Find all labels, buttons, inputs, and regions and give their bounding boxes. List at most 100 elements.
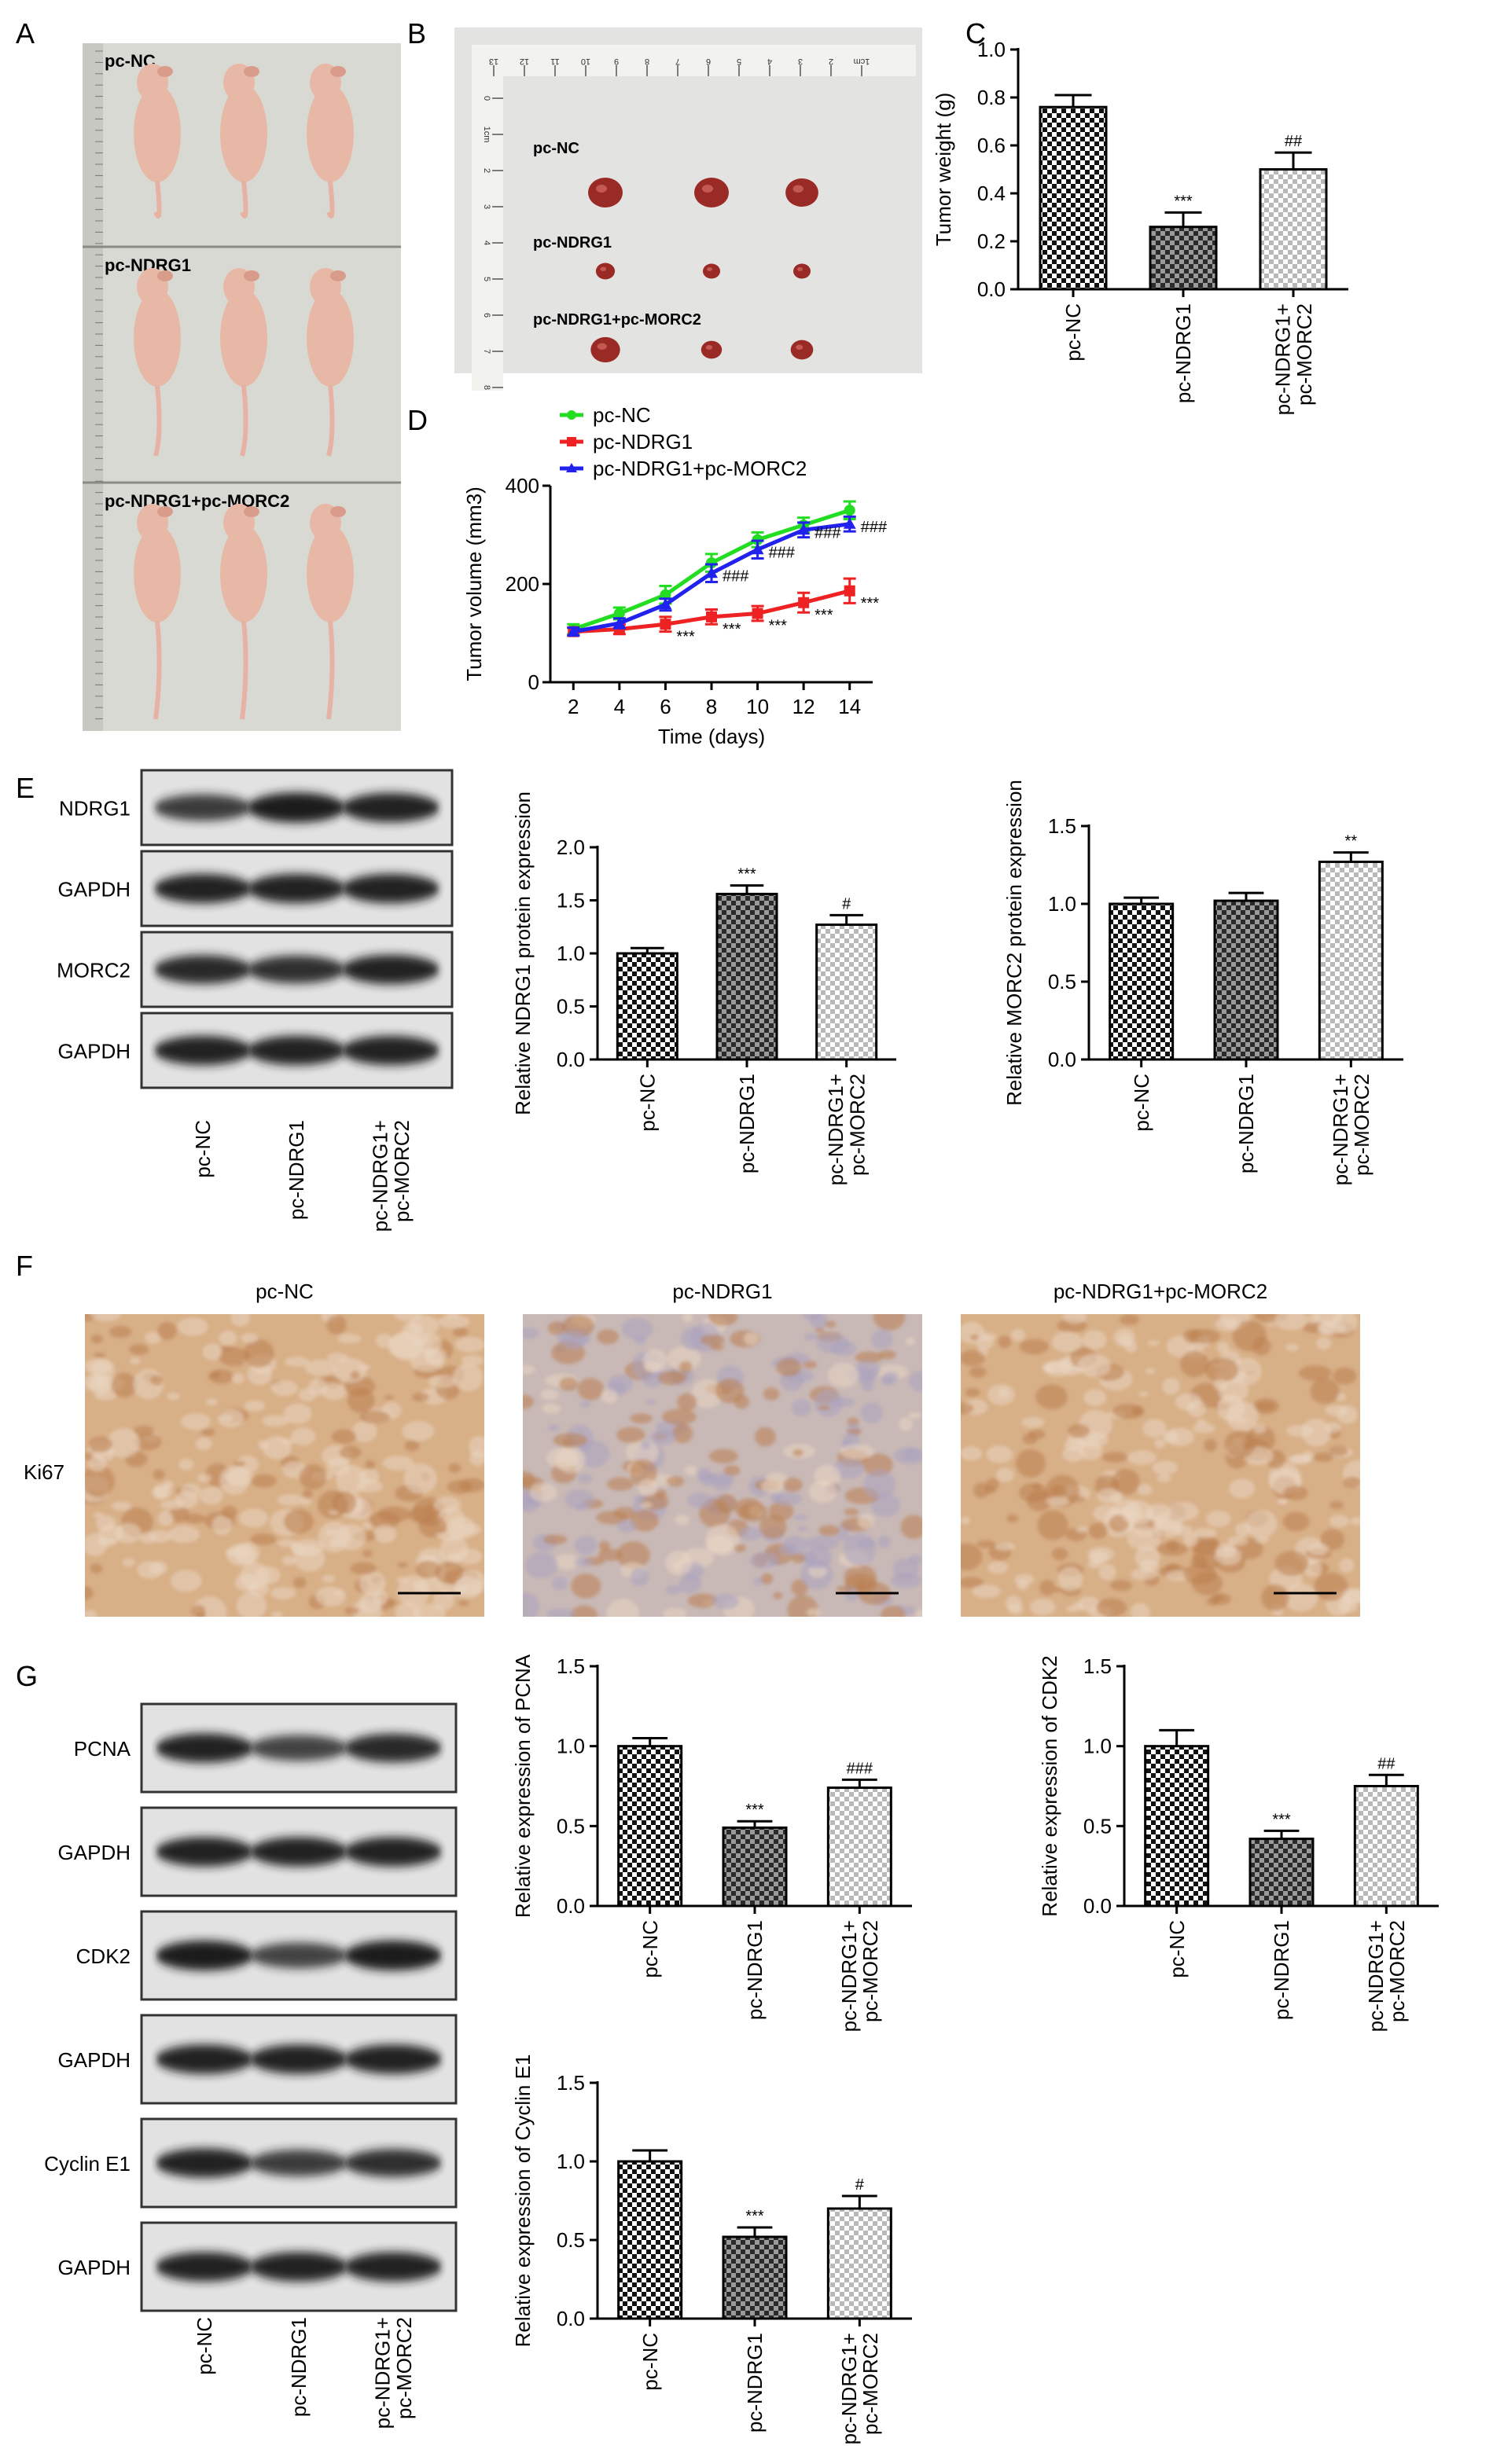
tissue-cell [862,1453,893,1477]
panel-letter-d: D [407,404,428,436]
blot-row-label: NDRG1 [59,797,131,821]
tissue-cell [1051,1331,1083,1353]
tissue-cell [860,1401,884,1424]
tissue-cell [754,1427,776,1447]
tissue-cell [573,1557,594,1567]
tissue-cell [523,1327,539,1339]
tissue-cell [961,1516,970,1525]
significance-label: *** [745,2208,764,2225]
legend-marker [566,463,577,472]
tissue-cell [1130,1603,1150,1617]
tissue-cell [344,1607,359,1615]
tumor [703,263,720,279]
tissue-cell [1079,1438,1102,1460]
bar [722,2235,788,2320]
tissue-cell [1154,1438,1165,1449]
tissue-cell [1050,1485,1067,1499]
tissue-cell [219,1331,237,1346]
tissue-cell [601,1388,618,1404]
blot-band [344,1941,442,1970]
legend-label: pc-NDRG1 [593,430,693,454]
y-tick-label: 0.5 [1083,1814,1112,1838]
tissue-cell [321,1382,347,1401]
tissue-cell [263,1436,292,1460]
tissue-cell [1329,1515,1350,1528]
mouse-body [307,289,354,387]
tissue-cell [1329,1500,1344,1510]
tissue-cell [621,1317,653,1340]
tissue-cell [680,1327,706,1350]
tissue-cell [211,1515,233,1535]
y-axis-label: Relative expression of Cyclin E1 [511,2055,535,2348]
tissue-cell [682,1314,693,1323]
tissue-cell [432,1589,454,1611]
tissue-cell [598,1548,623,1562]
tissue-cell [961,1446,983,1461]
tissue-cell [667,1346,701,1372]
tissue-cell [665,1551,693,1576]
tissue-cell [840,1444,875,1460]
tissue-cell [571,1573,601,1599]
group-label: pc-NDRG1 [533,234,612,252]
tissue-cell [373,1525,397,1544]
tissue-cell [1212,1595,1225,1601]
x-axis-label: Time (days) [658,725,765,748]
tissue-cell [241,1333,259,1343]
tissue-cell [890,1573,922,1588]
x-tick-label: pc-NDRG1+pc-MORC2 [837,2333,882,2444]
tissue-cell [180,1413,211,1430]
tissue-cell [85,1465,115,1497]
blot-row-label: GAPDH [58,1040,131,1063]
tissue-cell [1256,1537,1270,1544]
ruler-label: 8 [645,57,649,66]
tissue-cell [1227,1536,1248,1546]
tissue-cell [160,1500,184,1510]
tissue-cell [461,1355,484,1366]
tissue-cell [300,1497,312,1506]
significance-label: *** [861,595,880,612]
tissue-cell [270,1380,299,1397]
ruler-label: 8 [482,385,491,390]
tissue-cell [961,1350,985,1367]
x-tick-label: pc-NDRG1 [1171,303,1195,403]
tissue-cell [226,1544,256,1566]
blot-band [344,2044,442,2074]
tissue-cell [107,1428,141,1458]
significance-label: *** [769,618,788,635]
blot-band [344,1733,442,1763]
x-tick-label: pc-NDRG1 [743,1920,767,2020]
x-tick-label: 10 [746,695,769,718]
blot-row-label: MORC2 [57,959,131,982]
photo-background [454,28,922,373]
tissue-cell [675,1515,690,1526]
blot-band [154,794,252,821]
mouse-ear [244,66,259,77]
image-title: pc-NDRG1 [672,1280,772,1303]
bar [1039,105,1108,291]
tissue-cell [900,1515,922,1540]
tissue-cell [597,1329,619,1345]
tissue-cell [796,1526,808,1532]
data-point [797,523,811,535]
tissue-cell [277,1494,304,1506]
western-blot-g: PCNA GAPDH CDK2 GAPDH Cyclin E1 GAPDH pc-NC pc-… [44,1702,458,2429]
tissue-cell [705,1535,734,1554]
tissue-cell [723,1465,741,1476]
y-tick-label: 1.0 [557,2150,585,2173]
tissue-cell [109,1325,132,1338]
tissue-cell [791,1553,806,1563]
tissue-cell [1215,1317,1241,1331]
tissue-cell [857,1538,877,1548]
bar [1259,168,1328,291]
tissue-cell [1310,1378,1340,1405]
tumor-highlight [702,185,713,193]
ruler-label: 7 [482,349,491,354]
tissue-cell [665,1585,682,1595]
significance-label: ** [1345,833,1358,850]
tissue-cell [855,1351,883,1364]
y-tick-label: 1.5 [557,889,585,913]
significance-label: ### [769,544,796,561]
x-tick-label: 12 [792,695,815,718]
tissue-cell [408,1315,439,1336]
tissue-cell [1029,1599,1056,1616]
